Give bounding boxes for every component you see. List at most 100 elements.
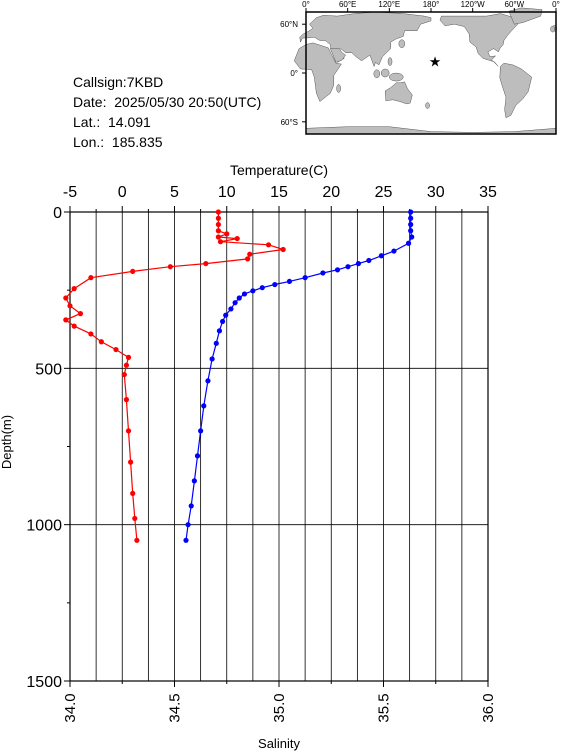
temperature-data-point: [408, 209, 414, 215]
map-lon-label: 120°E: [378, 0, 400, 9]
salinity-data-point: [215, 215, 221, 221]
temperature-tick-label: 5: [170, 184, 179, 201]
temperature-data-point: [219, 318, 226, 325]
temperature-data-point: [232, 300, 238, 306]
salinity-data-point: [280, 246, 286, 253]
temperature-data-point: [345, 264, 351, 270]
salinity-data-point: [71, 323, 77, 329]
temperature-data-point: [408, 228, 414, 234]
island: [373, 69, 381, 79]
temperature-data-point: [366, 257, 372, 264]
chart-grid: [70, 212, 488, 681]
salinity-data-point: [63, 317, 69, 323]
salinity-data-point: [215, 209, 221, 215]
salinity-data-point: [134, 537, 140, 543]
temperature-data-point: [198, 428, 204, 434]
salinity-data-point: [71, 286, 77, 292]
salinity-data-point: [88, 331, 94, 337]
temperature-data-point: [205, 378, 211, 384]
salinity-data-point: [224, 231, 230, 237]
map-lon-label: 0°: [552, 0, 560, 9]
temperature-data-point: [391, 248, 397, 254]
salinity-data-point: [130, 268, 136, 275]
salinity-data-point: [123, 362, 130, 368]
map-lon-label: 120°W: [461, 0, 486, 9]
salinity-data-point: [130, 490, 136, 496]
temperature-data-point: [378, 253, 385, 259]
continent: [439, 13, 519, 67]
temperature-data-point: [194, 453, 201, 459]
temperature-data-point: [409, 234, 415, 240]
temperature-data-point: [209, 356, 215, 362]
map-lat-label: 0°: [290, 69, 298, 78]
temperature-data-point: [408, 215, 414, 221]
map-frame: [302, 8, 557, 135]
temperature-data-point: [408, 221, 414, 228]
temperature-data-point: [183, 537, 189, 543]
temperature-tick-label: 30: [427, 184, 445, 201]
depth-tick-label: 0: [53, 205, 62, 222]
salinity-tick-label: 36.0: [480, 693, 497, 722]
map-lon-label: 60°W: [505, 0, 525, 9]
salinity-data-point: [215, 228, 221, 234]
salinity-tick-label: 35.0: [271, 693, 288, 722]
salinity-data-point: [167, 264, 173, 270]
island: [398, 39, 406, 48]
temperature-data-point: [236, 295, 242, 301]
continent: [499, 62, 532, 119]
temperature-axis: -5 0 5 10 15 20 25 30 35: [63, 184, 497, 212]
salinity-data-point: [113, 346, 119, 353]
temperature-axis-label: Temperature(C): [230, 162, 328, 178]
temperature-data-point: [355, 260, 362, 267]
map-land: [293, 7, 557, 135]
salinity-data-point: [88, 275, 94, 281]
salinity-tick-label: 35.5: [376, 693, 393, 722]
salinity-data-point: [132, 515, 138, 522]
temperature-tick-label: 35: [479, 184, 497, 201]
depth-axis: 0 500 1000 1500: [26, 205, 70, 691]
salinity-data-point: [247, 251, 253, 257]
temperature-data-point: [272, 281, 278, 288]
salinity-data-point: [203, 260, 209, 267]
temperature-tick-label: -5: [63, 184, 77, 201]
map-lon-label: 180°: [423, 0, 440, 9]
lon-text: Lon.: 185.835: [73, 134, 163, 150]
salinity-data-point: [245, 256, 251, 262]
salinity-data-point: [265, 242, 272, 248]
salinity-data-point: [98, 339, 104, 345]
temperature-data-point: [241, 291, 248, 297]
temperature-tick-label: 0: [118, 184, 127, 201]
salinity-data-point: [123, 397, 130, 403]
temperature-data-point: [250, 288, 256, 294]
depth-axis-label: Depth(m): [0, 415, 14, 469]
date-text: Date: 2025/05/30 20:50(UTC): [73, 94, 262, 110]
chart-series: [63, 209, 415, 543]
island: [389, 72, 404, 82]
map-lon-label: 0°: [302, 0, 310, 9]
temperature-data-point: [302, 275, 308, 281]
temperature-data-point: [188, 503, 194, 509]
temperature-data-point: [320, 270, 326, 276]
depth-tick-label: 500: [35, 361, 62, 378]
temperature-data-point: [223, 312, 229, 318]
station-marker-icon: ★: [429, 54, 442, 70]
island: [387, 57, 393, 66]
world-map: 0° 60°E 120°E 180° 120°W 60°W 0° 60°N 0° 60°S ★: [280, 0, 560, 135]
lat-text: Lat.: 14.091: [73, 114, 151, 130]
salinity-data-point: [121, 371, 127, 378]
continent: [329, 48, 346, 63]
temperature-tick-label: 25: [375, 184, 393, 201]
temperature-profile-line: [185, 212, 413, 541]
salinity-axis: 34.0 34.5 35.0 35.5 36.0: [62, 681, 497, 723]
temperature-data-point: [405, 240, 412, 246]
salinity-data-point: [125, 428, 132, 434]
temperature-data-point: [228, 306, 234, 312]
map-labels: 0° 60°E 120°E 180° 120°W 60°W 0° 60°N 0° 60°S: [280, 0, 560, 127]
temperature-tick-label: 20: [322, 184, 340, 201]
salinity-data-point: [234, 235, 240, 242]
salinity-data-point: [128, 459, 134, 465]
salinity-data-point: [77, 311, 84, 317]
temperature-data-point: [334, 267, 341, 273]
temperature-data-point: [216, 328, 223, 334]
